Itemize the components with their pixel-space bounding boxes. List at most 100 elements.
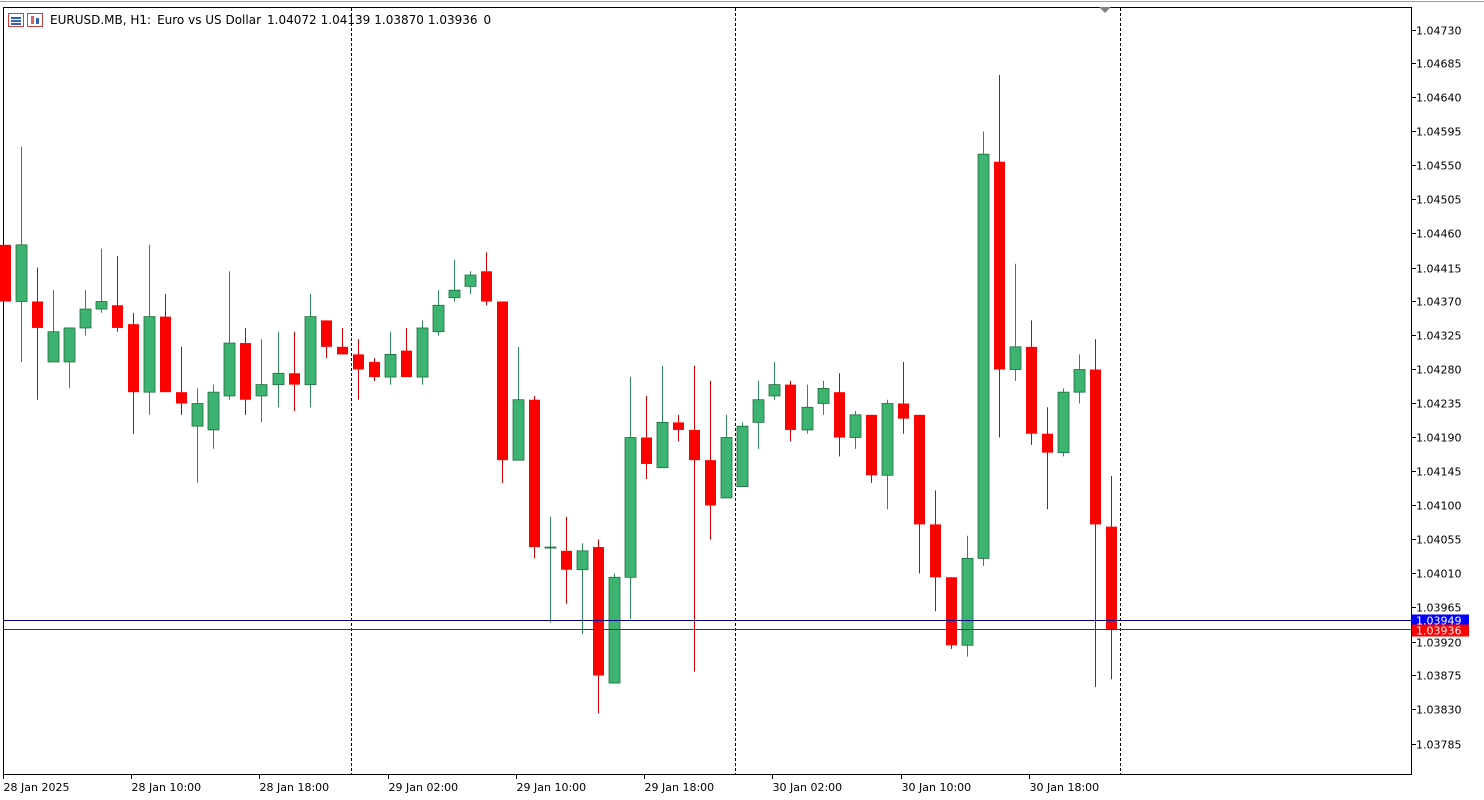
candle-19	[304, 293, 317, 408]
candle-body-57	[914, 414, 925, 525]
symbol-description: Euro vs US Dollar	[157, 13, 262, 27]
candle-body-30	[481, 271, 492, 302]
y-tick-label-8: 1.04370	[1416, 296, 1462, 309]
candle-body-13	[207, 391, 220, 431]
y-tick-label-10: 1.04280	[1416, 364, 1462, 377]
candle-33	[529, 395, 540, 559]
candle-29	[464, 271, 477, 294]
candle-body-65	[1042, 433, 1053, 453]
candle-3	[47, 290, 60, 363]
candle-7	[112, 256, 123, 332]
candle-69	[1106, 476, 1117, 680]
y-tick-label-1: 1.04685	[1416, 58, 1462, 71]
candle-body-62	[994, 161, 1005, 370]
candle-body-41	[656, 421, 669, 469]
candle-body-48	[768, 384, 781, 397]
candle-47	[752, 380, 765, 449]
candle-body-3	[47, 331, 60, 363]
candle-27	[432, 290, 445, 336]
candle-body-44	[705, 460, 716, 506]
candle-12	[191, 388, 204, 483]
candle-body-52	[834, 392, 845, 438]
candle-body-51	[817, 387, 830, 404]
candle-body-22	[353, 354, 364, 370]
candle-body-38	[608, 576, 621, 684]
chart-shift-marker	[1099, 7, 1111, 13]
candle-52	[834, 373, 845, 457]
header-volume: 0	[483, 13, 492, 27]
candle-23	[369, 358, 380, 381]
candle-39	[624, 377, 637, 619]
x-tick-label-4: 29 Jan 10:00	[517, 781, 587, 794]
chart-header: EURUSD.MB, H1: Euro vs US Dollar 1.04072…	[8, 11, 491, 29]
candle-body-18	[289, 373, 300, 385]
candle-40	[641, 395, 652, 480]
y-tick-label-15: 1.04055	[1416, 534, 1462, 547]
candle-body-33	[529, 399, 540, 548]
candle-28	[448, 259, 461, 302]
x-tick-label-3: 29 Jan 02:00	[389, 781, 459, 794]
candle-66	[1057, 388, 1070, 457]
candle-body-10	[160, 316, 171, 393]
candle-51	[817, 380, 830, 415]
candle-body-23	[369, 361, 380, 378]
candle-body-39	[624, 437, 637, 578]
ohlc-list-icon[interactable]	[8, 13, 24, 27]
candle-62	[994, 74, 1005, 438]
x-tick-label-5: 29 Jan 18:00	[645, 781, 715, 794]
candle-5	[79, 290, 92, 336]
candle-68	[1090, 339, 1101, 687]
candle-0	[0, 244, 11, 302]
candle-42	[673, 414, 684, 442]
y-tick-label-17: 1.03965	[1416, 602, 1462, 615]
candle-body-45	[720, 437, 733, 499]
candle-body-28	[448, 289, 461, 299]
candle-35	[561, 516, 572, 604]
candle-body-7	[112, 305, 123, 328]
candle-chart-icon[interactable]	[27, 13, 43, 27]
candle-37	[593, 539, 604, 714]
candle-body-34	[544, 546, 557, 549]
candle-59	[946, 577, 957, 650]
candle-body-25	[401, 350, 412, 378]
candle-body-16	[255, 384, 268, 397]
candle-44	[705, 380, 716, 540]
candle-48	[768, 361, 781, 400]
candle-body-32	[512, 399, 525, 461]
candle-18	[289, 331, 300, 412]
candle-55	[881, 399, 894, 510]
header-low: 1.03870	[374, 13, 424, 27]
candle-body-20	[321, 320, 332, 347]
candle-body-17	[272, 372, 285, 386]
candle-body-11	[176, 392, 187, 404]
candle-24	[384, 331, 397, 385]
candle-16	[255, 339, 268, 423]
y-tick-label-18: 1.03920	[1416, 637, 1462, 650]
candle-34	[544, 516, 557, 623]
candle-6	[95, 248, 108, 313]
candle-67	[1073, 354, 1086, 404]
y-tick-label-19: 1.03875	[1416, 670, 1462, 683]
candle-body-1	[15, 244, 28, 302]
candle-body-60	[961, 557, 974, 646]
x-tick-label-7: 30 Jan 10:00	[902, 781, 972, 794]
candle-30	[481, 252, 492, 306]
y-tick-label-6: 1.04460	[1416, 228, 1462, 241]
candle-body-26	[416, 327, 429, 378]
candle-50	[801, 384, 814, 434]
candle-body-24	[384, 353, 397, 378]
candle-13	[207, 384, 220, 449]
candle-32	[512, 346, 525, 461]
candle-body-54	[866, 414, 877, 476]
candle-1	[15, 146, 28, 362]
candle-31	[497, 301, 508, 483]
candle-64	[1026, 320, 1037, 446]
candle-body-21	[337, 346, 348, 355]
y-tick-label-3: 1.04595	[1416, 126, 1462, 139]
y-tick-label-14: 1.04100	[1416, 500, 1462, 513]
candle-4	[63, 327, 76, 389]
candle-body-59	[946, 577, 957, 646]
symbol-label: EURUSD.MB, H1:	[50, 13, 152, 27]
